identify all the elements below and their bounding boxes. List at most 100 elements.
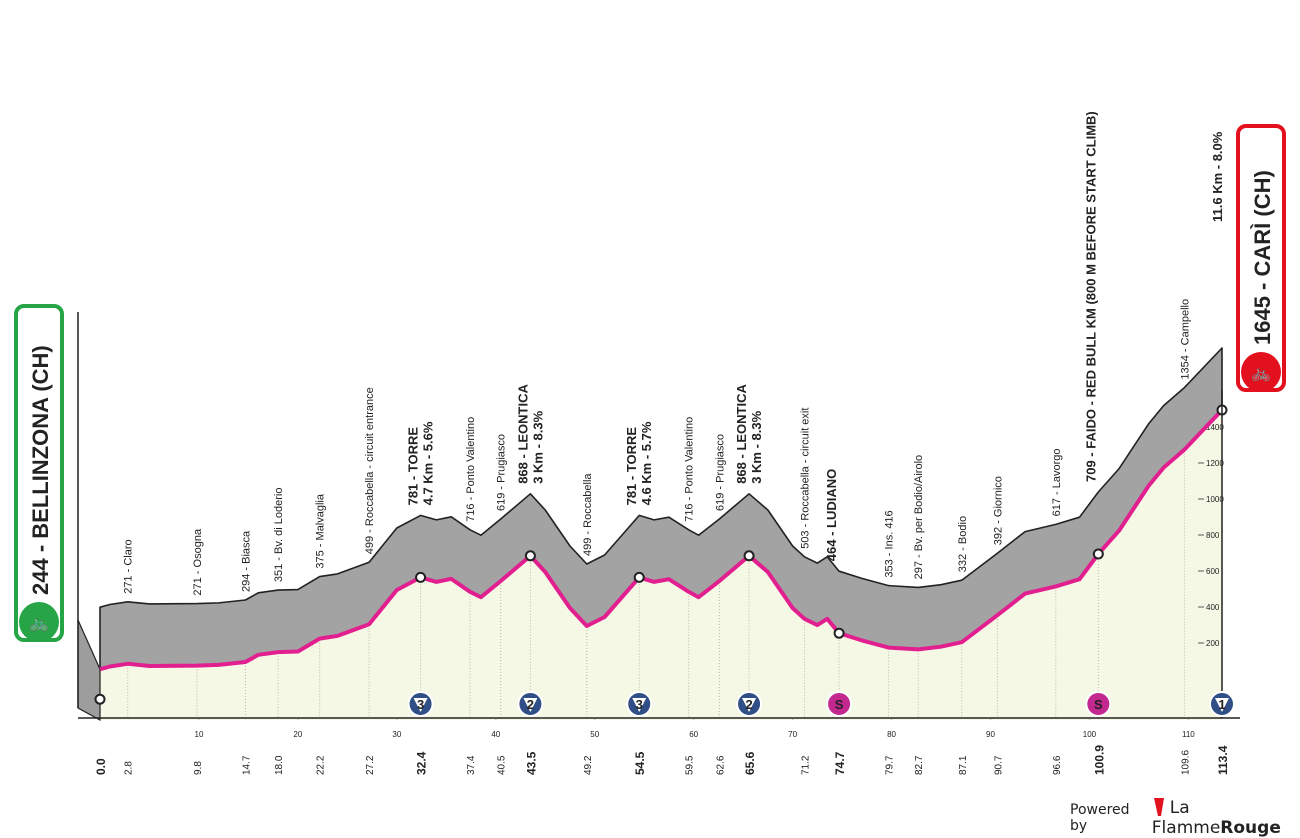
- altitude-axis: 200 400 600 800 1000 1200 1400: [1198, 423, 1224, 648]
- waypoint-km: 37.4: [466, 755, 477, 775]
- start-km: 0.0: [94, 758, 108, 775]
- waypoint-km: 82.7: [914, 755, 925, 775]
- plain-area: [100, 410, 1222, 720]
- start-dot: [94, 693, 106, 705]
- profile-side-wall: [77, 619, 101, 722]
- waypoint-name: 297 - Bv. per Bodio/Airolo: [913, 455, 925, 580]
- kom-triangle-icon: [742, 698, 757, 712]
- finish-panel: 🚲 1645 - CARÌ (CH) 11.6 Km - 8.0%: [1210, 124, 1286, 392]
- cyclist-icon: [1241, 352, 1281, 392]
- km-tick-label: 70: [788, 730, 797, 739]
- kom-triangle-icon: [413, 698, 428, 712]
- km-tick-label: 10: [194, 730, 203, 739]
- start-label: 244 - BELLINZONA (CH): [28, 345, 53, 595]
- badge-label: S: [1094, 697, 1103, 712]
- major-point-climb: 3 Km - 8.3%: [530, 410, 545, 483]
- altitude-tick-label: 800: [1206, 531, 1220, 540]
- km-tick-label: 40: [491, 730, 500, 739]
- major-km: 113.4: [1216, 745, 1230, 775]
- cyclist-icon: [19, 602, 59, 642]
- waypoint-km: 14.7: [241, 755, 252, 775]
- badge-label: 3: [636, 697, 643, 712]
- waypoint-name: 716 - Ponto Valentino: [465, 417, 477, 522]
- waypoint-km: 9.8: [193, 761, 204, 775]
- major-point-dot: [415, 571, 427, 583]
- major-point-name: 464 - LUDIANO: [824, 469, 839, 561]
- major-km: 54.5: [633, 751, 647, 775]
- bike-glyph: 🚲: [29, 615, 49, 632]
- waypoint-km-labels: 2.8 9.8 14.7 18.0 22.2 27.2 37.4 40.5 49.2 59.5 62…: [94, 745, 1230, 775]
- major-km: 74.7: [833, 751, 847, 775]
- major-point-name: 868 - LEONTICA: [515, 384, 530, 484]
- brand-name-bold: Rouge: [1220, 818, 1281, 838]
- waypoint-name: 375 - Malvaglia: [315, 493, 327, 568]
- point-badges: 3 2 3 2 S S 1: [407, 691, 1235, 717]
- waypoint-name: 503 - Roccabella - circuit exit: [799, 408, 811, 549]
- altitude-tick-label: 1400: [1206, 423, 1224, 432]
- sprint-badge: [826, 691, 853, 717]
- badge-label: S: [835, 697, 844, 712]
- waypoint-name: 353 - Ins. 416: [884, 510, 896, 577]
- finish-climb-label: 11.6 Km - 8.0%: [1210, 131, 1225, 222]
- km-tick-label: 60: [689, 730, 698, 739]
- altitude-tick-label: 600: [1206, 567, 1220, 576]
- waypoint-km: 90.7: [993, 755, 1004, 775]
- major-point-name: 781 - TORRE: [624, 427, 639, 506]
- km-tick-label: 20: [293, 730, 302, 739]
- waypoint-km: 71.2: [800, 755, 811, 775]
- waypoint-name: 271 - Osogna: [192, 528, 204, 596]
- waypoint-name: 499 - Roccabella: [582, 473, 594, 556]
- major-point-labels: 781 - TORRE 4.7 Km - 5.6% 868 - LEONTICA 3 …: [406, 111, 1099, 561]
- km-tick-label: 30: [392, 730, 401, 739]
- major-point-name: 709 - FAIDO - RED BULL KM (800 M BEFORE …: [1083, 111, 1098, 482]
- waypoint-name: 294 - Biasca: [240, 530, 252, 592]
- altitude-tick-label: 1000: [1206, 495, 1224, 504]
- km-tick-label: 90: [986, 730, 995, 739]
- waypoint-km: 87.1: [958, 755, 969, 775]
- major-km: 43.5: [524, 751, 538, 775]
- waypoint-km: 79.7: [885, 755, 896, 775]
- major-point-dot: [833, 627, 845, 639]
- km-tick-label: 50: [590, 730, 599, 739]
- waypoint-name: 619 - Prugiasco: [496, 434, 508, 511]
- major-point-climb: 4.6 Km - 5.7%: [639, 421, 654, 505]
- waypoint-name: 392 - Giornico: [992, 476, 1004, 545]
- credit: Powered by La FlammeRouge: [1070, 798, 1300, 838]
- start-panel: 🚲 244 - BELLINZONA (CH): [14, 304, 64, 642]
- altitude-tick-label: 1200: [1206, 459, 1224, 468]
- waypoint-km: 96.6: [1052, 755, 1063, 775]
- kom-triangle-icon: [632, 698, 647, 712]
- major-point-dot: [1092, 548, 1104, 560]
- altitude-tick-label: 400: [1206, 603, 1220, 612]
- waypoint-name: 1354 - Campello: [1179, 299, 1191, 380]
- km-tick-label: 100: [1083, 730, 1097, 739]
- waypoint-name: 619 - Prugiasco: [714, 434, 726, 511]
- waypoint-km: 62.6: [715, 755, 726, 775]
- waypoint-labels: 271 - Claro 271 - Osogna 294 - Biasca 351 -…: [123, 299, 1192, 596]
- km-tick-label: 80: [887, 730, 896, 739]
- waypoint-km: 40.5: [497, 755, 508, 775]
- major-point-dot: [743, 550, 755, 562]
- bike-glyph: 🚲: [1251, 365, 1271, 382]
- km-tick-label: 110: [1182, 730, 1195, 739]
- altitude-tick-label: 200: [1206, 639, 1220, 648]
- waypoint-name: 716 - Ponto Valentino: [684, 417, 696, 522]
- major-km: 100.9: [1092, 745, 1106, 775]
- powered-by-text: Powered by: [1070, 802, 1130, 834]
- major-point-dot: [633, 571, 645, 583]
- kom-triangle-icon: [523, 698, 538, 712]
- waypoint-name: 617 - Lavorgo: [1051, 449, 1063, 517]
- brand-logo: La FlammeRouge: [1152, 798, 1300, 838]
- badge-label: 3: [417, 697, 424, 712]
- waypoint-name: 499 - Roccabella - circuit entrance: [364, 387, 376, 554]
- badge-label: 2: [527, 697, 534, 712]
- waypoint-name: 351 - Bv. di Loderio: [273, 488, 285, 583]
- waypoint-name: 271 - Claro: [123, 539, 135, 593]
- major-point-name: 781 - TORRE: [406, 427, 421, 506]
- axis-lines: [77, 312, 1240, 719]
- km-gridlines: [99, 414, 1223, 720]
- badge-label: 1: [1218, 697, 1225, 712]
- flame-icon: [1153, 798, 1164, 816]
- waypoint-km: 109.6: [1180, 750, 1191, 775]
- finish-label: 1645 - CARÌ (CH): [1250, 170, 1275, 345]
